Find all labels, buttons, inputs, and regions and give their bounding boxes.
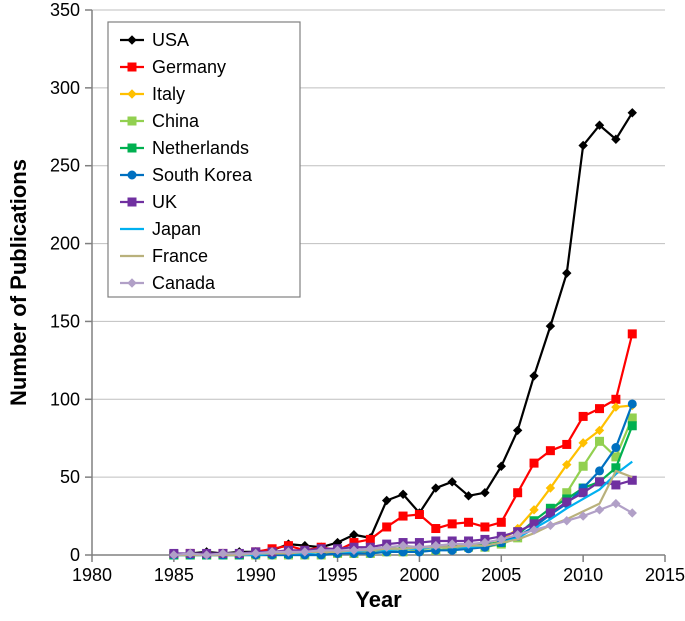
x-tick-label: 1985 <box>154 565 194 585</box>
x-tick-label: 1995 <box>318 565 358 585</box>
legend-label: China <box>152 111 200 131</box>
x-tick-label: 1980 <box>72 565 112 585</box>
x-tick-label: 2000 <box>399 565 439 585</box>
publications-chart: 0 50 100 150 200 250 300 350 1980 1985 1990 1995 200… <box>0 0 685 621</box>
x-axis-title: Year <box>355 587 402 612</box>
y-tick-label: 50 <box>60 467 80 487</box>
legend: USA Germany Italy China Netherlands South Kor… <box>108 22 300 297</box>
legend-label: Canada <box>152 273 216 293</box>
y-axis-title: Number of Publications <box>6 159 31 406</box>
x-tick-label: 2015 <box>645 565 685 585</box>
y-tick-label: 300 <box>50 78 80 98</box>
legend-label: France <box>152 246 208 266</box>
legend-label: Japan <box>152 219 201 239</box>
y-tick-label: 350 <box>50 0 80 20</box>
y-tick-label: 200 <box>50 234 80 254</box>
y-tick-label: 100 <box>50 389 80 409</box>
x-tick-label: 1990 <box>236 565 276 585</box>
legend-label: Netherlands <box>152 138 249 158</box>
legend-label: Germany <box>152 57 226 77</box>
legend-label: USA <box>152 30 189 50</box>
x-tick-label: 2005 <box>481 565 521 585</box>
x-tick-label: 2010 <box>563 565 603 585</box>
legend-label: Italy <box>152 84 185 104</box>
legend-label: South Korea <box>152 165 253 185</box>
y-tick-label: 150 <box>50 311 80 331</box>
chart-svg: 0 50 100 150 200 250 300 350 1980 1985 1990 1995 200… <box>0 0 685 621</box>
y-tick-label: 0 <box>70 545 80 565</box>
y-tick-label: 250 <box>50 156 80 176</box>
legend-label: UK <box>152 192 177 212</box>
